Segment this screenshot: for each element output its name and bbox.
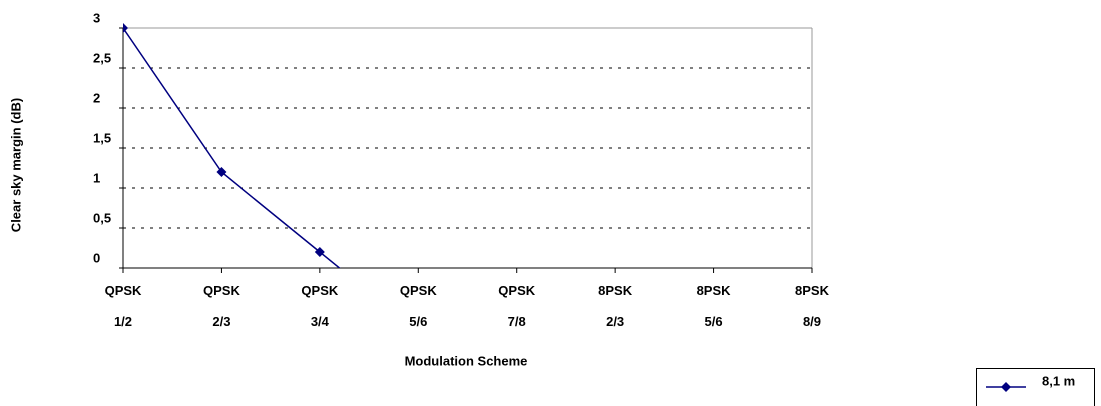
legend: 8,1 m <box>976 368 1095 406</box>
y-tick-label: 1 <box>93 170 100 185</box>
legend-marker <box>1001 382 1011 392</box>
x-tick-label: QPSK 5/6 <box>400 283 437 329</box>
marker <box>216 167 227 177</box>
series <box>123 23 341 268</box>
y-tick-label: 0 <box>93 250 100 265</box>
y-axis-label: Clear sky margin (dB) <box>8 98 23 232</box>
x-tick-label: QPSK 3/4 <box>301 283 338 329</box>
x-tick-label: 8PSK 5/6 <box>697 283 732 329</box>
x-tick-label: QPSK 7/8 <box>498 283 535 329</box>
line <box>123 27 341 268</box>
x-tick-label: 8PSK 2/3 <box>598 283 633 329</box>
y-tick-label: 2,5 <box>93 50 111 65</box>
y-tick-label: 1,5 <box>93 130 111 145</box>
marker <box>123 23 128 33</box>
y-tick-label: 3 <box>93 10 100 25</box>
x-tick-label: QPSK 2/3 <box>203 283 240 329</box>
y-tick-label: 0,5 <box>93 210 111 225</box>
marker <box>314 247 325 257</box>
legend-label: 8,1 m <box>1042 373 1075 388</box>
x-tick-label: 8PSK 8/9 <box>795 283 830 329</box>
y-tick-label: 2 <box>93 90 100 105</box>
x-axis-label: Modulation Scheme <box>405 353 528 368</box>
x-tick-label: QPSK 1/2 <box>105 283 142 329</box>
